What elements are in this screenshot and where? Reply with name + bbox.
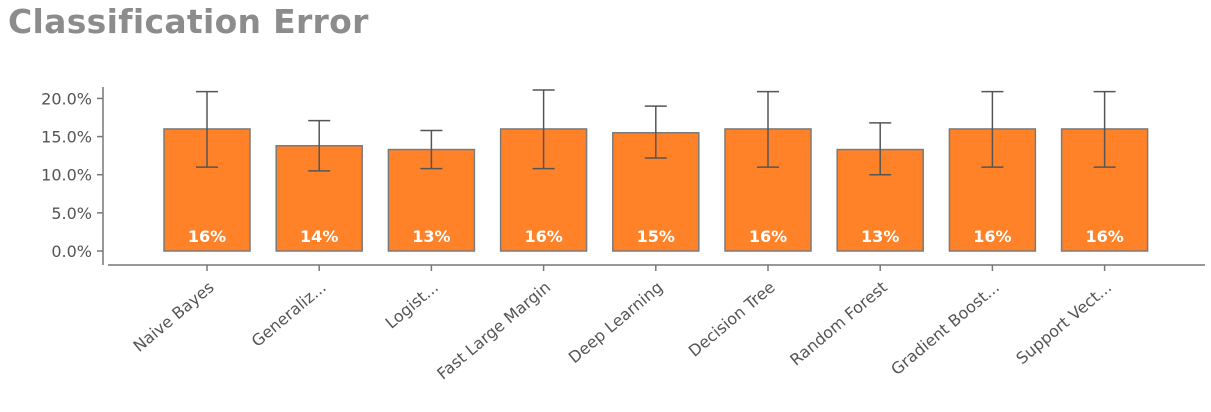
error-bars-group — [196, 89, 1116, 176]
y-tick-label: 20.0% — [41, 89, 92, 108]
x-tick-label: Fast Large Margin — [433, 278, 554, 384]
x-tick-label: Support Vect... — [1012, 278, 1115, 369]
y-tick-label: 0.0% — [51, 242, 92, 261]
data-label: 16% — [188, 227, 226, 246]
y-axis: 0.0% 5.0% 10.0% 15.0% 20.0% — [41, 87, 104, 265]
data-label: 13% — [412, 227, 450, 246]
data-label: 16% — [749, 227, 787, 246]
chart-title: Classification Error — [8, 2, 369, 41]
x-tick-label: Decision Tree — [685, 278, 779, 361]
x-axis — [108, 264, 1205, 271]
x-tick-label: Gradient Boost... — [887, 278, 1003, 379]
y-tick-label: 5.0% — [51, 204, 92, 223]
data-label: 13% — [861, 227, 899, 246]
x-tick-label: Deep Learning — [565, 278, 667, 368]
data-label: 16% — [1085, 227, 1123, 246]
x-tick-label: Random Forest — [786, 278, 890, 370]
y-tick-label: 10.0% — [41, 166, 92, 185]
x-tick-label: Naive Bayes — [129, 278, 217, 356]
category-labels-group: Naive Bayes Generaliz... Logist...Fast Lar… — [129, 278, 1115, 384]
x-tick-label: Generaliz... — [248, 278, 330, 351]
x-tick-label: Logist... — [382, 278, 442, 333]
data-labels-group: 16% 14% 13% 16% 15% 16% 13% 16% 16% — [188, 227, 1124, 246]
data-label: 16% — [524, 227, 562, 246]
data-label: 15% — [637, 227, 675, 246]
data-label: 14% — [300, 227, 338, 246]
data-label: 16% — [973, 227, 1011, 246]
y-tick-label: 15.0% — [41, 128, 92, 147]
